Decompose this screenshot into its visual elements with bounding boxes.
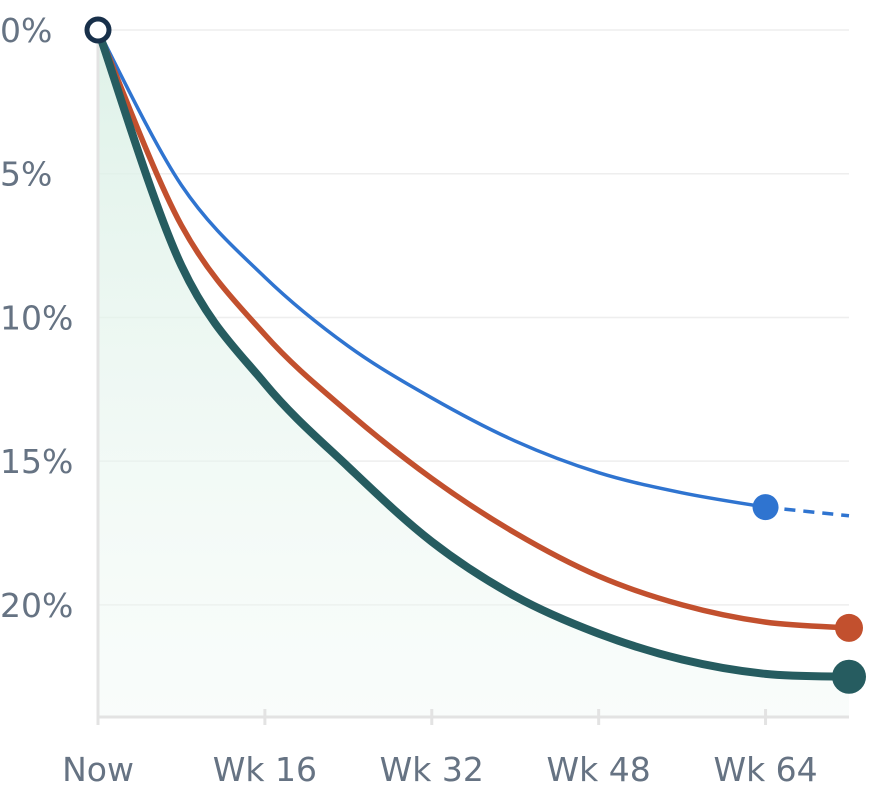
y-tick-label: 20%	[0, 586, 73, 625]
y-tick-label: 5%	[0, 155, 52, 194]
series-line-0	[96, 28, 768, 509]
y-tick-label: 10%	[0, 298, 73, 337]
series-end-marker-1	[835, 613, 863, 642]
y-tick-label: 15%	[0, 442, 73, 481]
axes	[96, 30, 849, 725]
start-point-marker	[84, 16, 112, 44]
series-lines	[94, 26, 853, 681]
y-tick-label: 0%	[0, 11, 52, 50]
area-under-curve	[98, 30, 849, 717]
x-tick-label: Wk 64	[713, 750, 817, 789]
x-tick-label: Now	[62, 750, 134, 789]
series-line-2	[94, 26, 853, 681]
x-tick-label: Wk 16	[213, 750, 317, 789]
x-tick-label: Wk 32	[380, 750, 484, 789]
x-axis-tick-labels: Now Wk 16 Wk 32 Wk 48 Wk 64	[62, 750, 818, 789]
area-fill	[98, 30, 849, 717]
series-line-1	[95, 27, 852, 631]
series-end-marker-2	[832, 659, 866, 694]
y-axis-tick-labels: 0% 5% 10% 15% 20%	[0, 11, 73, 625]
series-end-marker-0	[752, 494, 779, 521]
series-markers	[84, 16, 866, 694]
x-tick-label: Wk 48	[547, 750, 651, 789]
